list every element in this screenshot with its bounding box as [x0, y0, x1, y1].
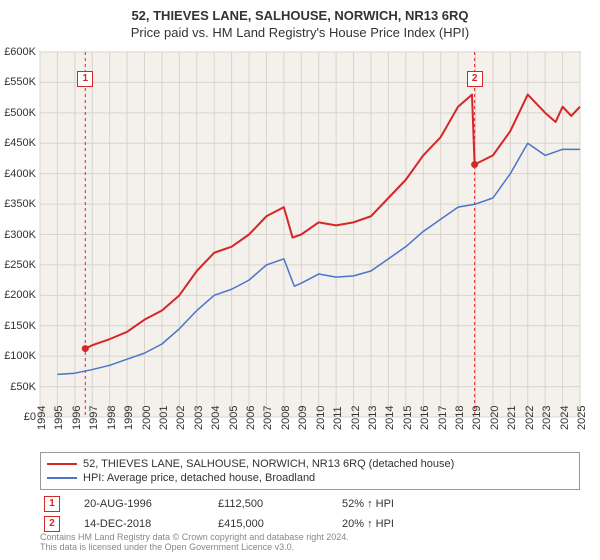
transaction-hpi: 20% ↑ HPI [342, 518, 462, 530]
legend-entry: 52, THIEVES LANE, SALHOUSE, NORWICH, NR1… [47, 457, 573, 471]
chart-title: 52, THIEVES LANE, SALHOUSE, NORWICH, NR1… [0, 0, 600, 23]
transaction-hpi: 52% ↑ HPI [342, 498, 462, 510]
y-tick-label: £150K [4, 320, 36, 332]
x-tick-label: 2012 [350, 406, 362, 430]
x-tick-label: 2017 [437, 406, 449, 430]
transaction-date: 20-AUG-1996 [84, 498, 194, 510]
x-tick-label: 2024 [559, 406, 571, 430]
legend-swatch [47, 477, 77, 479]
event-marker-2: 2 [467, 71, 483, 87]
x-tick-label: 2008 [280, 406, 292, 430]
x-tick-label: 2022 [524, 406, 536, 430]
x-tick-label: 2006 [245, 406, 257, 430]
x-tick-label: 2018 [454, 406, 466, 430]
x-tick-label: 2004 [210, 406, 222, 430]
transaction-date: 14-DEC-2018 [84, 518, 194, 530]
attribution-line2: This data is licensed under the Open Gov… [40, 542, 294, 552]
legend-swatch [47, 463, 77, 465]
transaction-price: £112,500 [218, 498, 318, 510]
x-tick-label: 2014 [384, 406, 396, 430]
x-tick-label: 2009 [297, 406, 309, 430]
x-tick-label: 2007 [262, 406, 274, 430]
x-tick-label: 2001 [158, 406, 170, 430]
x-tick-label: 1997 [88, 406, 100, 430]
chart-svg [40, 52, 580, 417]
x-tick-label: 2000 [141, 406, 153, 430]
y-tick-label: £400K [4, 168, 36, 180]
y-tick-label: £600K [4, 46, 36, 58]
transaction-row: 1 20-AUG-1996 £112,500 52% ↑ HPI [40, 494, 580, 514]
x-tick-label: 2020 [489, 406, 501, 430]
x-tick-label: 1996 [71, 406, 83, 430]
transaction-marker-2: 2 [44, 516, 60, 532]
x-tick-label: 2010 [315, 406, 327, 430]
x-tick-label: 2021 [506, 406, 518, 430]
legend-label: 52, THIEVES LANE, SALHOUSE, NORWICH, NR1… [83, 458, 454, 470]
y-tick-label: £200K [4, 289, 36, 301]
x-tick-label: 2025 [576, 406, 588, 430]
chart-area: £0£50K£100K£150K£200K£250K£300K£350K£400… [40, 52, 580, 417]
attribution-line1: Contains HM Land Registry data © Crown c… [40, 532, 349, 542]
legend: 52, THIEVES LANE, SALHOUSE, NORWICH, NR1… [40, 452, 580, 490]
y-tick-label: £100K [4, 350, 36, 362]
y-tick-label: £500K [4, 107, 36, 119]
transaction-price: £415,000 [218, 518, 318, 530]
y-tick-label: £350K [4, 198, 36, 210]
x-tick-label: 1998 [106, 406, 118, 430]
y-tick-label: £0 [24, 411, 36, 423]
x-tick-label: 2003 [193, 406, 205, 430]
x-tick-label: 2023 [541, 406, 553, 430]
transaction-row: 2 14-DEC-2018 £415,000 20% ↑ HPI [40, 514, 580, 534]
x-tick-label: 2015 [402, 406, 414, 430]
transaction-marker-1: 1 [44, 496, 60, 512]
x-tick-label: 2002 [175, 406, 187, 430]
x-tick-label: 2013 [367, 406, 379, 430]
x-tick-label: 2016 [419, 406, 431, 430]
y-tick-label: £300K [4, 229, 36, 241]
event-marker-1: 1 [77, 71, 93, 87]
x-tick-label: 2019 [471, 406, 483, 430]
y-tick-label: £50K [10, 381, 36, 393]
y-tick-label: £250K [4, 259, 36, 271]
chart-subtitle: Price paid vs. HM Land Registry's House … [0, 23, 600, 40]
transactions-table: 1 20-AUG-1996 £112,500 52% ↑ HPI 2 14-DEC-201… [40, 494, 580, 534]
y-tick-label: £450K [4, 137, 36, 149]
x-tick-label: 1995 [53, 406, 65, 430]
x-tick-label: 2011 [332, 406, 344, 430]
x-tick-label: 1999 [123, 406, 135, 430]
legend-label: HPI: Average price, detached house, Broa… [83, 472, 315, 484]
legend-entry: HPI: Average price, detached house, Broa… [47, 471, 573, 485]
x-tick-label: 2005 [228, 406, 240, 430]
y-tick-label: £550K [4, 76, 36, 88]
x-tick-label: 1994 [36, 406, 48, 430]
attribution: Contains HM Land Registry data © Crown c… [40, 532, 580, 553]
